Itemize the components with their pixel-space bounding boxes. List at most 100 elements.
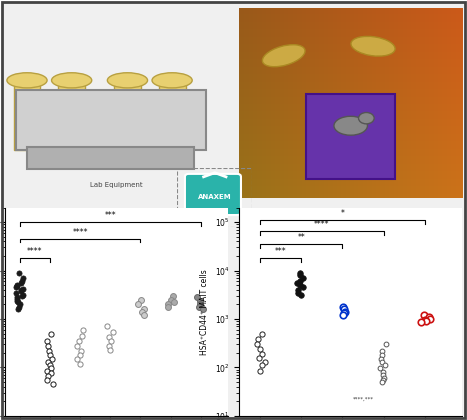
Point (18, 278, 25, 285)
Point (378, 378, 386, 385)
Point (382, 362, 389, 369)
Point (43, 368, 50, 374)
FancyBboxPatch shape (185, 174, 241, 215)
Point (14, 282, 21, 289)
Point (196, 297, 203, 304)
Point (254, 336, 262, 343)
Text: *: * (340, 209, 344, 218)
Point (48, 355, 56, 362)
Point (165, 303, 172, 310)
Point (47, 365, 54, 372)
Point (14, 296, 21, 302)
Point (47, 370, 55, 377)
Point (14, 283, 21, 289)
Point (44, 359, 51, 365)
Point (376, 365, 383, 372)
Y-axis label: HSA⁺CD44⁺ MAIT cells: HSA⁺CD44⁺ MAIT cells (200, 269, 209, 354)
Point (15, 303, 23, 310)
FancyArrow shape (14, 84, 40, 150)
Point (380, 375, 388, 381)
Point (14, 294, 21, 301)
Point (19, 286, 26, 292)
Point (17, 286, 24, 293)
Point (14, 306, 22, 312)
Point (379, 372, 387, 378)
Point (293, 280, 300, 286)
Point (195, 303, 203, 310)
Point (258, 362, 265, 369)
Point (134, 301, 142, 308)
Point (80, 326, 87, 333)
Text: ***: *** (105, 211, 116, 220)
Point (105, 333, 112, 340)
Point (76, 352, 84, 358)
Point (417, 319, 425, 326)
Text: ****: **** (72, 228, 88, 237)
Point (78, 332, 86, 339)
Point (340, 312, 347, 318)
Point (15, 270, 22, 276)
Point (297, 282, 304, 289)
Point (382, 341, 390, 348)
Point (140, 312, 148, 318)
Point (379, 377, 387, 383)
Ellipse shape (359, 113, 374, 124)
Point (255, 354, 263, 361)
Point (170, 299, 177, 306)
Point (16, 301, 24, 308)
Point (76, 360, 84, 367)
Point (378, 359, 385, 365)
Point (14, 299, 22, 306)
Point (137, 297, 144, 303)
Text: ****: **** (314, 220, 330, 229)
Point (106, 346, 114, 353)
Point (105, 342, 113, 349)
Point (296, 270, 304, 276)
Point (170, 293, 177, 299)
Point (378, 347, 386, 354)
Point (109, 328, 117, 335)
Point (425, 314, 433, 320)
Ellipse shape (51, 73, 92, 88)
Point (256, 346, 264, 352)
FancyArrow shape (114, 84, 141, 150)
Point (78, 347, 85, 354)
Point (379, 352, 386, 358)
Text: Lab Equipment: Lab Equipment (90, 182, 142, 188)
Text: ****,***: ****,*** (353, 397, 374, 402)
Point (45, 347, 53, 354)
Point (421, 317, 429, 323)
FancyArrow shape (58, 84, 85, 150)
Point (12, 289, 20, 296)
Ellipse shape (107, 73, 148, 88)
Point (199, 306, 207, 312)
Point (379, 369, 387, 375)
Point (164, 301, 171, 308)
FancyArrow shape (159, 84, 185, 150)
Point (340, 306, 347, 312)
Point (74, 355, 81, 362)
Ellipse shape (152, 73, 192, 88)
Point (421, 312, 428, 318)
Point (139, 309, 146, 315)
Ellipse shape (334, 116, 368, 135)
Point (103, 323, 111, 330)
Point (258, 330, 265, 337)
Point (18, 288, 25, 294)
Point (20, 275, 27, 281)
Ellipse shape (7, 73, 47, 88)
Point (426, 315, 433, 322)
Point (377, 355, 385, 362)
Point (73, 342, 81, 349)
Point (43, 338, 51, 344)
Point (253, 341, 261, 348)
Point (196, 301, 204, 308)
Point (43, 377, 50, 383)
Point (300, 275, 307, 281)
Point (47, 330, 55, 337)
Ellipse shape (351, 37, 395, 56)
Point (75, 338, 82, 344)
Point (340, 310, 348, 317)
Point (20, 291, 27, 298)
Point (300, 284, 307, 291)
